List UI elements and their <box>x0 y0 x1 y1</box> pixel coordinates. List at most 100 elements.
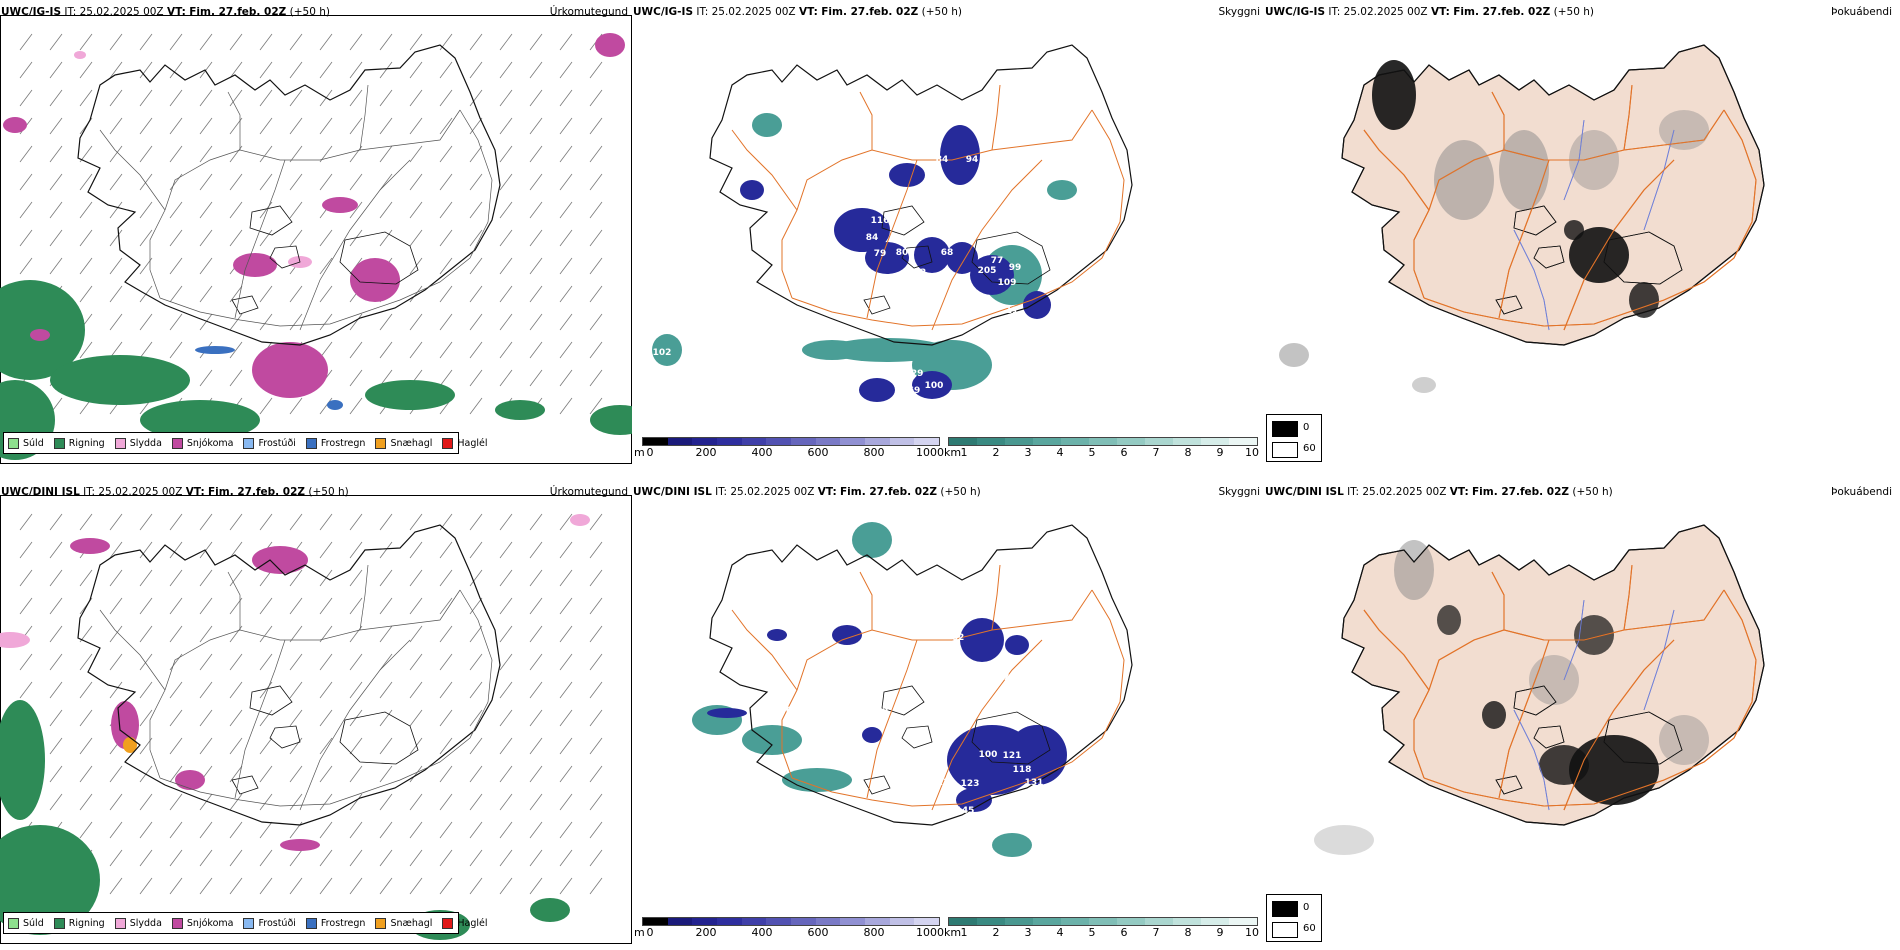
wind-barb <box>499 653 513 671</box>
rain-area <box>50 355 190 405</box>
legend-item: Súld <box>8 917 44 929</box>
wind-barb <box>409 145 423 163</box>
wind-barb <box>79 341 93 359</box>
wind-barb <box>139 597 153 615</box>
wind-barb <box>409 541 423 559</box>
wind-barb <box>169 285 183 303</box>
wind-barb <box>199 569 213 587</box>
wind-barb <box>559 793 573 811</box>
wind-barb <box>469 229 483 247</box>
wind-barb <box>199 625 213 643</box>
coastline <box>77 524 501 826</box>
wind-barb <box>499 597 513 615</box>
cloud-base-value: 108 <box>919 778 938 788</box>
low-visibility-area <box>782 768 852 792</box>
wind-barb <box>79 821 93 839</box>
legend-label: Frostúði <box>258 917 296 929</box>
cloud-base-value: 68 <box>941 248 954 258</box>
fog-legend-swatch-low <box>1272 922 1298 938</box>
valid-time-label: VT: <box>798 6 818 18</box>
fog-index-area <box>1394 540 1434 600</box>
cloud-base-value: 78 <box>942 863 955 873</box>
wind-barb <box>349 597 363 615</box>
cloud-base-value: 39 <box>774 196 787 206</box>
panel-title: Skyggni <box>1218 486 1261 498</box>
rain-area <box>0 825 100 935</box>
wind-barb <box>199 229 213 247</box>
wind-barb <box>499 877 513 895</box>
wind-barb <box>259 597 273 615</box>
init-time-label: IT: <box>1347 486 1360 498</box>
legend-swatch <box>305 437 317 449</box>
colorbar-gradient <box>642 437 940 446</box>
wind-barb <box>379 597 393 615</box>
wind-barb <box>559 229 573 247</box>
wind-barb <box>169 625 183 643</box>
wind-barb <box>349 737 363 755</box>
wind-barb <box>589 653 603 671</box>
wind-barb <box>19 597 33 615</box>
wind-barb <box>469 597 483 615</box>
wind-barb <box>319 849 333 867</box>
wind-barb <box>379 541 393 559</box>
legend-label: Frostregn <box>320 917 366 929</box>
wind-barb <box>229 369 243 387</box>
wind-barb <box>199 33 213 51</box>
colorbar-tick-label: 8 <box>1184 926 1192 939</box>
init-time: 25.02.2025 00Z <box>98 486 183 498</box>
wind-barb <box>529 61 543 79</box>
road <box>159 109 493 327</box>
legend-swatch <box>375 437 387 449</box>
wind-barb <box>589 285 603 303</box>
glacier-outline <box>1533 725 1565 749</box>
wind-barb <box>349 821 363 839</box>
map-canvas <box>0 513 603 940</box>
wind-barb <box>289 117 303 135</box>
fog-legend-label: 60 <box>1303 923 1316 934</box>
glacier-outline <box>339 711 419 765</box>
valid-time: Fim. 27.feb. 02Z <box>840 486 938 498</box>
wind-barb <box>589 117 603 135</box>
legend-item: Haglél <box>442 917 488 929</box>
low-cloud-area <box>865 242 909 274</box>
road <box>1563 639 1675 811</box>
wind-barb <box>379 737 393 755</box>
panel-title: Úrkomutegund <box>549 486 628 498</box>
wind-barb <box>289 173 303 191</box>
wind-barb <box>199 285 213 303</box>
colorbar-gradient <box>948 917 1258 926</box>
wind-barb <box>469 397 483 415</box>
wind-barb <box>409 117 423 135</box>
road <box>234 159 286 319</box>
legend-swatch <box>442 917 454 929</box>
model-name: UWC/IG-IS <box>633 6 694 18</box>
panel-header: UWC/DINI ISL IT: 25.02.2025 00Z VT: Fim.… <box>633 486 1260 500</box>
wind-barb <box>529 541 543 559</box>
wind-barb <box>589 821 603 839</box>
snow-area <box>280 839 320 851</box>
wind-barb <box>289 61 303 79</box>
wind-barb <box>109 681 123 699</box>
wind-barb <box>169 513 183 531</box>
wind-barb <box>109 145 123 163</box>
wind-barb <box>379 653 393 671</box>
wind-barb <box>409 341 423 359</box>
wind-barb <box>499 737 513 755</box>
wind-barb <box>559 653 573 671</box>
wind-barb <box>289 313 303 331</box>
wind-barb <box>79 89 93 107</box>
wind-barb <box>379 201 393 219</box>
wind-barb <box>259 117 273 135</box>
fog-index-area <box>1434 140 1494 220</box>
glacier-outline <box>1603 231 1683 285</box>
glacier-outline <box>971 231 1051 285</box>
wind-barb <box>199 513 213 531</box>
wind-barb <box>199 821 213 839</box>
low-cloud-area <box>834 208 890 252</box>
legend-label: Snjókoma <box>186 437 234 449</box>
wind-barb <box>469 821 483 839</box>
cloud-base-value: 100 <box>979 750 998 760</box>
wind-barb <box>49 765 63 783</box>
road <box>859 91 873 150</box>
wind-barb <box>499 145 513 163</box>
